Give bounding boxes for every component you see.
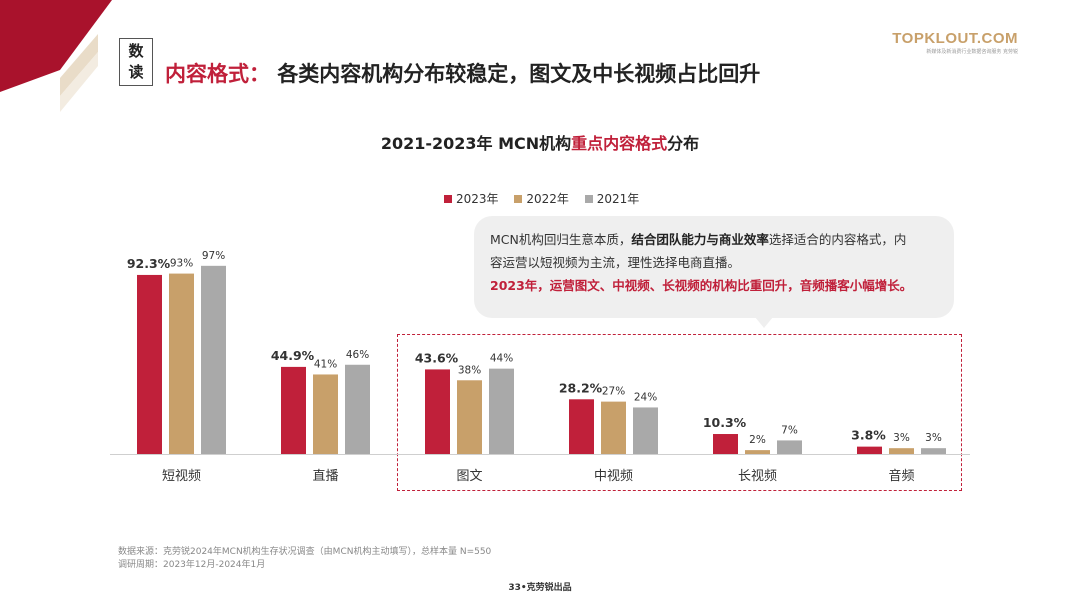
bar-2021-1	[201, 265, 226, 454]
callout-line-1: MCN机构回归生意本质，结合团队能力与商业效率选择适合的内容格式，内	[490, 228, 938, 251]
category-label-6: 音频	[888, 468, 914, 484]
bar-2023-4	[569, 399, 594, 454]
bar-2023-5	[713, 434, 738, 454]
footnote: 数据来源：克劳锐2024年MCN机构生存状况调查（由MCN机构主动填写），总样本…	[118, 546, 491, 572]
headline-text: 各类内容机构分布较稳定，图文及中长视频占比回升	[277, 62, 761, 86]
corner-decoration	[0, 0, 112, 112]
logo-text: TOPKLOUT.COM	[892, 30, 1018, 47]
data-label-2022-6: 3%	[893, 432, 910, 444]
footnote-source: 数据来源：克劳锐2024年MCN机构生存状况调查（由MCN机构主动填写），总样本…	[118, 547, 492, 557]
legend-item-2022: 2022年	[514, 192, 569, 206]
legend-swatch-2023	[444, 195, 452, 203]
section-tag: 数 读	[119, 38, 153, 86]
bar-2021-5	[777, 440, 802, 454]
bar-2021-2	[345, 364, 370, 454]
category-label-3: 图文	[456, 469, 482, 484]
callout-pointer	[755, 317, 773, 328]
data-label-2021-4: 24%	[634, 391, 657, 403]
bar-2022-1	[169, 273, 194, 454]
legend-label-2023: 2023年	[456, 192, 499, 206]
tag-line-1: 数	[128, 42, 144, 60]
chart-title-suffix: 分布	[667, 134, 700, 153]
category-label-4: 中视频	[594, 469, 633, 484]
data-label-2022-1: 93%	[170, 258, 193, 270]
brand-logo: TOPKLOUT.COM 新媒体及新消费行业数据咨询服务 克劳锐	[892, 30, 1018, 55]
data-label-2022-4: 27%	[602, 386, 625, 398]
callout-line-1-post: 选择适合的内容格式，内	[768, 232, 907, 247]
page-label: 33•克劳锐出品	[508, 583, 572, 593]
data-label-2023-5: 10.3%	[703, 415, 747, 430]
data-label-2022-3: 38%	[458, 364, 481, 376]
data-label-2023-1: 92.3%	[127, 256, 171, 271]
bar-2021-4	[633, 407, 658, 454]
data-label-2022-2: 41%	[314, 358, 337, 370]
data-label-2021-2: 46%	[346, 349, 369, 361]
bar-2023-3	[425, 369, 450, 454]
footnote-period: 调研周期：2023年12月-2024年1月	[118, 560, 266, 570]
chart-legend: 2023年 2022年 2021年	[444, 190, 651, 207]
bar-2022-3	[457, 380, 482, 454]
category-label-5: 长视频	[738, 469, 777, 484]
bar-2022-5	[745, 450, 770, 454]
callout-line-2: 容运营以短视频为主流，理性选择电商直播。	[490, 255, 741, 270]
data-label-2023-3: 43.6%	[415, 350, 459, 365]
data-label-2023-6: 3.8%	[851, 428, 886, 443]
category-label-1: 短视频	[162, 469, 201, 484]
data-label-2021-1: 97%	[202, 250, 225, 262]
legend-label-2022: 2022年	[526, 192, 569, 206]
bar-2021-3	[489, 368, 514, 454]
bar-2023-2	[281, 366, 306, 454]
legend-item-2023: 2023年	[444, 192, 499, 206]
chart-title-highlight: 重点内容格式	[571, 134, 668, 153]
legend-item-2021: 2021年	[584, 192, 640, 206]
bar-2021-6	[921, 448, 946, 454]
data-label-2021-6: 3%	[925, 432, 942, 444]
bar-2022-2	[313, 374, 338, 454]
legend-swatch-2021	[584, 195, 593, 203]
tag-line-2: 读	[128, 63, 144, 81]
legend-swatch-2022	[514, 195, 523, 203]
highlight-box	[397, 334, 962, 491]
legend-label-2021: 2021年	[596, 192, 640, 206]
data-label-2021-3: 44%	[490, 353, 513, 365]
data-label-2021-5: 7%	[781, 424, 798, 436]
page-headline: 内容格式： 各类内容机构分布较稳定，图文及中长视频占比回升	[165, 58, 760, 88]
bar-2023-6	[857, 446, 882, 454]
chart-title-prefix: 2021-2023年 MCN机构	[380, 134, 572, 153]
headline-keyword: 内容格式：	[165, 62, 270, 86]
bar-2022-4	[601, 401, 626, 454]
insight-callout: MCN机构回归生意本质，结合团队能力与商业效率选择适合的内容格式，内 容运营以短…	[474, 216, 954, 318]
logo-subtext: 新媒体及新消费行业数据咨询服务 克劳锐	[926, 49, 1018, 55]
callout-line-3: 2023年，运营图文、中视频、长视频的机构比重回升，音频播客小幅增长。	[490, 278, 913, 293]
callout-line-1-bold: 结合团队能力与商业效率	[631, 232, 769, 247]
category-label-2: 直播	[312, 469, 338, 484]
bar-2023-1	[137, 274, 162, 454]
chart-title: 2021-2023年 MCN机构重点内容格式分布	[0, 130, 1080, 154]
data-label-2023-4: 28.2%	[559, 380, 603, 395]
data-label-2023-2: 44.9%	[271, 348, 315, 363]
data-label-2022-5: 2%	[749, 434, 766, 446]
bar-2022-6	[889, 448, 914, 454]
callout-line-1-pre: MCN机构回归生意本质，	[490, 232, 632, 247]
